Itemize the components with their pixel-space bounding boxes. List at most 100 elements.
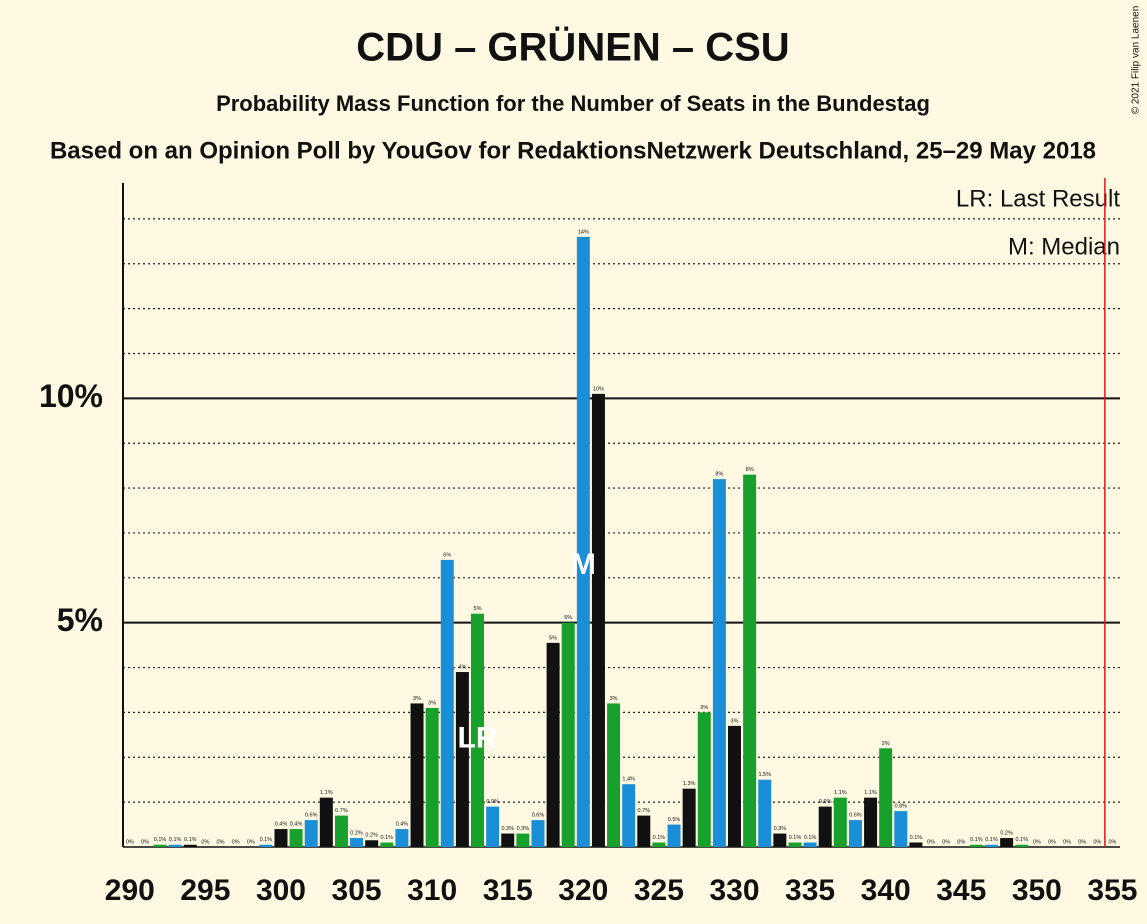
value-label: 0.1%: [789, 835, 802, 841]
x-tick-label: 325: [634, 874, 684, 907]
bar: [682, 788, 696, 847]
x-tick-label: 340: [861, 874, 911, 907]
value-label: 3%: [731, 718, 739, 724]
value-label: 0.4%: [396, 822, 409, 828]
chart-title: CDU – GRÜNEN – CSU: [356, 25, 789, 70]
value-label: 3%: [413, 696, 421, 702]
bar: [652, 842, 666, 847]
value-label: 1.3%: [683, 781, 696, 787]
value-label: 5%: [564, 615, 572, 621]
x-tick-label: 315: [483, 874, 533, 907]
x-tick-label: 350: [1012, 874, 1062, 907]
value-label: 0.9%: [486, 799, 499, 805]
value-label: 1.4%: [622, 777, 635, 783]
bar: [350, 838, 364, 847]
x-tick-label: 295: [180, 874, 230, 907]
bar: [894, 811, 908, 847]
copyright: © 2021 Filip van Laenen: [1131, 6, 1142, 115]
bar: [728, 725, 742, 847]
value-label: 0.2%: [365, 833, 378, 839]
value-label: 0%: [1063, 839, 1071, 845]
bar: [667, 824, 681, 847]
x-tick-label: 355: [1087, 874, 1137, 907]
bar: [576, 236, 590, 848]
bar: [818, 806, 832, 847]
bar: [380, 842, 394, 847]
bar: [758, 779, 772, 847]
value-label: 10%: [593, 386, 604, 392]
bar: [289, 829, 303, 847]
bar: [969, 844, 983, 847]
bar: [879, 748, 893, 847]
bar: [803, 842, 817, 847]
bar: [546, 642, 560, 847]
value-label: 0%: [201, 839, 209, 845]
x-tick-label: 320: [558, 874, 608, 907]
bar: [410, 703, 424, 847]
bar: [486, 806, 500, 847]
bar: [440, 559, 454, 847]
value-label: 0.7%: [335, 808, 348, 814]
x-tick-label: 335: [785, 874, 835, 907]
value-label: 0.1%: [260, 837, 273, 843]
value-label: 0.7%: [638, 808, 651, 814]
chart-source: Based on an Opinion Poll by YouGov for R…: [50, 137, 1096, 164]
bar: [622, 784, 636, 847]
value-label: 0.6%: [532, 813, 545, 819]
value-label: 0%: [217, 839, 225, 845]
value-label: 0%: [1108, 839, 1116, 845]
value-label: 5%: [474, 606, 482, 612]
bar: [712, 479, 726, 847]
value-label: 0.1%: [653, 835, 666, 841]
bar: [909, 842, 923, 847]
value-label: 6%: [443, 552, 451, 558]
bar: [455, 672, 469, 847]
legend-entry: M: Median: [1008, 233, 1120, 260]
value-label: 0.1%: [985, 837, 998, 843]
value-label: 0.4%: [275, 822, 288, 828]
value-label: 0.6%: [305, 813, 318, 819]
y-tick-label: 10%: [39, 378, 103, 414]
bar: [274, 829, 288, 847]
x-tick-label: 345: [936, 874, 986, 907]
bar: [788, 842, 802, 847]
x-tick-label: 305: [332, 874, 382, 907]
legend-entry: LR: Last Result: [956, 185, 1120, 212]
value-label: 8%: [746, 467, 754, 473]
bar: [833, 797, 847, 847]
bar: [365, 840, 379, 847]
value-label: 0%: [1048, 839, 1056, 845]
bar: [259, 844, 273, 847]
value-label: 0.3%: [517, 826, 530, 832]
x-tick-label: 310: [407, 874, 457, 907]
y-tick-label: 5%: [57, 602, 103, 638]
value-label: 0.6%: [849, 813, 862, 819]
value-label: 0.1%: [910, 835, 923, 841]
value-label: 0.1%: [804, 835, 817, 841]
bar: [561, 622, 575, 847]
value-label: 0%: [957, 839, 965, 845]
bar: [183, 844, 197, 847]
value-label: 3%: [610, 696, 618, 702]
value-label: 3%: [700, 705, 708, 711]
value-label: 0%: [1033, 839, 1041, 845]
value-label: 0.1%: [381, 835, 394, 841]
value-label: 1.1%: [834, 790, 847, 796]
value-label: 0%: [1093, 839, 1101, 845]
value-label: 0%: [232, 839, 240, 845]
bar: [607, 703, 621, 847]
value-label: 0.1%: [970, 837, 983, 843]
value-label: 5%: [549, 635, 557, 641]
value-label: 0%: [141, 839, 149, 845]
value-label: 0%: [247, 839, 255, 845]
marker-label: M: [571, 548, 596, 581]
value-label: 14%: [578, 229, 589, 235]
bar: [1000, 838, 1014, 847]
value-label: 0.9%: [819, 799, 832, 805]
value-label: 1.1%: [864, 790, 877, 796]
bar: [773, 833, 787, 847]
value-label: 0%: [942, 839, 950, 845]
bar: [395, 829, 409, 847]
